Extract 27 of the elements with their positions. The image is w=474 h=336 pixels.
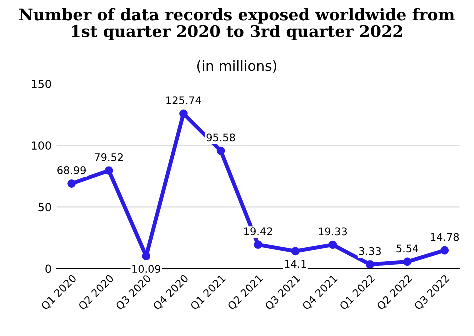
point — [216, 146, 226, 156]
point — [328, 240, 338, 250]
data-label: 95.58 — [206, 134, 236, 142]
y-tick-label: 100 — [32, 142, 52, 150]
data-label: 14.78 — [431, 233, 460, 242]
y-tick-label: 50 — [38, 203, 52, 212]
y-tick-label: 150 — [32, 80, 52, 88]
data-label: 3.33 — [359, 247, 382, 256]
point — [104, 166, 114, 175]
data-label: 14.1 — [285, 260, 306, 268]
data-label: 19.42 — [244, 228, 272, 236]
point — [254, 240, 262, 250]
chart-title: Number of data records exposed worldwide from 1st quarter 2020 to 3rd quarter 2022 — [20, 8, 455, 41]
point — [291, 247, 300, 256]
data-label: 79.52 — [95, 154, 123, 162]
point — [142, 252, 151, 261]
point — [440, 246, 450, 255]
point — [366, 260, 374, 269]
point — [68, 180, 76, 188]
data-label: 5.54 — [396, 244, 419, 253]
point — [403, 258, 412, 266]
data-label: 19.33 — [319, 228, 348, 236]
data-label: 68.99 — [58, 166, 86, 174]
data-label: 10.09 — [132, 265, 161, 274]
data-label: 125.74 — [166, 96, 202, 104]
chart-subtitle: (in millions) — [197, 60, 277, 73]
y-tick-label: 0 — [46, 264, 52, 274]
